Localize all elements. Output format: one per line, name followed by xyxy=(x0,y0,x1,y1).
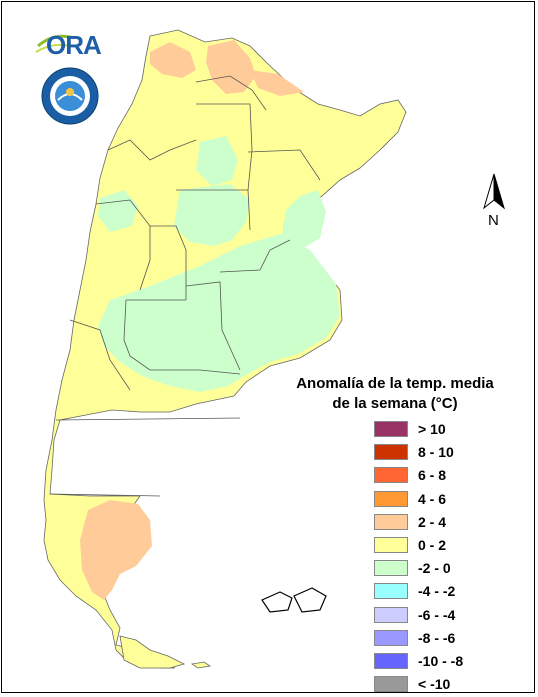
legend-swatch xyxy=(374,676,408,693)
anomaly-area-2-4 xyxy=(206,40,256,94)
legend-swatch xyxy=(374,652,408,669)
staten-island xyxy=(190,661,212,669)
north-label: N xyxy=(488,212,499,229)
north-arrow-icon xyxy=(483,173,505,210)
legend-label: 2 - 4 xyxy=(418,513,447,530)
legend-label: -4 - -2 xyxy=(418,583,456,600)
legend-swatch xyxy=(374,444,408,461)
legend-label: 4 - 6 xyxy=(418,490,447,507)
anomaly-area-minus2-0 xyxy=(98,234,340,392)
legend-swatch xyxy=(374,536,408,553)
anomaly-area-2-4 xyxy=(150,42,196,78)
north-arrow: N xyxy=(480,172,508,232)
anomaly-area-2-4 xyxy=(80,500,152,600)
legend-label: -10 - -8 xyxy=(418,652,464,669)
weather-service-seal-icon xyxy=(41,67,99,125)
legend-label: 6 - 8 xyxy=(418,467,447,484)
legend-swatch xyxy=(374,467,408,484)
legend-label: -8 - -6 xyxy=(418,629,456,646)
anomaly-area-minus2-0 xyxy=(282,190,326,250)
legend-swatch xyxy=(374,606,408,623)
legend-swatch xyxy=(374,490,408,507)
legend-label: -2 - 0 xyxy=(418,560,451,577)
anomaly-area-minus2-0 xyxy=(174,184,250,246)
legend-swatch xyxy=(374,513,408,530)
legend-label: > 10 xyxy=(418,421,446,437)
legend-swatch xyxy=(374,421,408,437)
legend-swatch xyxy=(374,629,408,646)
legend-title: Anomalía de la temp. media de la semana … xyxy=(280,374,510,414)
anomaly-area-2-4 xyxy=(250,70,304,96)
legend-label: 0 - 2 xyxy=(418,536,447,553)
tierra-del-fuego xyxy=(119,635,186,669)
ora-swoosh-icon xyxy=(35,34,75,53)
anomaly-area-minus2-0 xyxy=(196,136,238,186)
ora-logo: ORA xyxy=(34,28,106,62)
legend-swatch xyxy=(374,560,408,577)
legend-label: -6 - -4 xyxy=(418,606,456,623)
legend-title-line1: Anomalía de la temp. media xyxy=(296,375,494,392)
ora-logo-text: ORA xyxy=(46,30,102,60)
legend-title-line2: de la semana (°C) xyxy=(332,395,458,412)
legend-label: 8 - 10 xyxy=(418,444,454,461)
legend-swatch xyxy=(374,583,408,600)
malvinas-islands xyxy=(261,587,327,613)
province-boundaries xyxy=(49,75,321,497)
legend-label: < -10 xyxy=(418,676,451,693)
